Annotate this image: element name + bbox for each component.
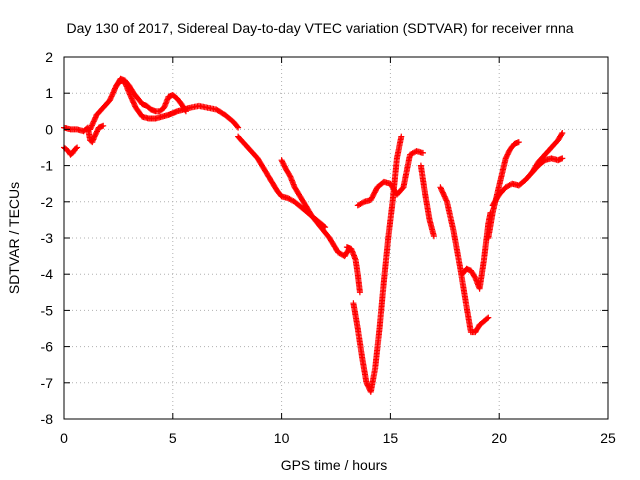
y-axis-label: SDTVAR / TECUs xyxy=(6,182,22,294)
data-point xyxy=(430,233,437,240)
data-point xyxy=(485,314,492,321)
data-point xyxy=(515,139,522,146)
y-tick-label: -6 xyxy=(41,339,54,355)
data-point xyxy=(398,133,405,140)
data-point xyxy=(321,223,327,230)
data-point xyxy=(559,130,566,136)
data-point xyxy=(235,124,242,131)
data-point xyxy=(100,122,107,129)
chart-title: Day 130 of 2017, Sidereal Day-to-day VTE… xyxy=(66,20,573,36)
data-point xyxy=(182,108,189,115)
y-tick-label: -7 xyxy=(41,375,54,391)
x-tick-label: 0 xyxy=(60,430,68,446)
y-tick-label: -5 xyxy=(41,302,54,318)
data-point xyxy=(322,224,329,231)
axis-tick-labels: 0 5 10 15 20 25 -8 -7 -6 -5 -4 -3 -2 -1 0 1 2 xyxy=(41,49,616,446)
y-tick-label: 2 xyxy=(45,49,53,65)
y-tick-label: 1 xyxy=(45,85,53,101)
data-point xyxy=(356,289,363,296)
y-tick-label: 0 xyxy=(45,121,53,137)
data-point xyxy=(420,149,426,156)
x-axis-label: GPS time / hours xyxy=(281,457,388,473)
data-point xyxy=(559,155,566,162)
data-point xyxy=(558,131,565,138)
axis-ticks xyxy=(63,56,609,420)
data-point xyxy=(484,315,491,322)
x-tick-label: 15 xyxy=(383,430,399,446)
y-tick-label: -3 xyxy=(41,230,54,246)
x-tick-label: 25 xyxy=(600,430,616,446)
data-point xyxy=(73,145,79,152)
y-tick-label: -1 xyxy=(41,158,54,174)
data-point xyxy=(74,144,81,151)
y-tick-label: -8 xyxy=(41,411,54,427)
x-tick-label: 10 xyxy=(274,430,290,446)
chart-grid xyxy=(64,57,608,419)
y-tick-label: -4 xyxy=(41,266,54,282)
data-point xyxy=(182,107,189,114)
chart-marks xyxy=(61,75,566,395)
data-point xyxy=(234,123,241,130)
x-tick-label: 20 xyxy=(491,430,507,446)
x-tick-label: 5 xyxy=(169,430,177,446)
y-tick-label: -2 xyxy=(41,194,54,210)
